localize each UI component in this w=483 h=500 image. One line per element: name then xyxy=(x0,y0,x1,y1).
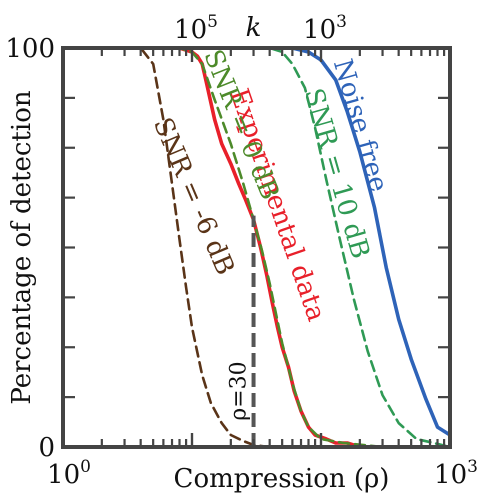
annotation-5: ρ=30 xyxy=(227,361,252,420)
annotation-4: SNR = -6 dB xyxy=(147,113,240,279)
series-line-3 xyxy=(63,48,450,447)
y-axis-label: Percentage of detection xyxy=(7,90,37,404)
y-tick-label: 100 xyxy=(5,34,55,64)
top-tick-label: 105 xyxy=(174,12,218,45)
x-tick-label: 100 xyxy=(47,457,91,490)
ticks-layer xyxy=(61,46,452,449)
series-line-4 xyxy=(63,48,450,447)
y-tick-label: 0 xyxy=(38,433,55,463)
top-axis-label: k xyxy=(246,13,262,43)
x-axis-label: Compression (ρ) xyxy=(174,464,390,494)
top-tick-label: 103 xyxy=(303,12,347,45)
annotation-3: SNR = 0 dB xyxy=(197,45,284,204)
x-tick-label: 103 xyxy=(434,457,478,490)
